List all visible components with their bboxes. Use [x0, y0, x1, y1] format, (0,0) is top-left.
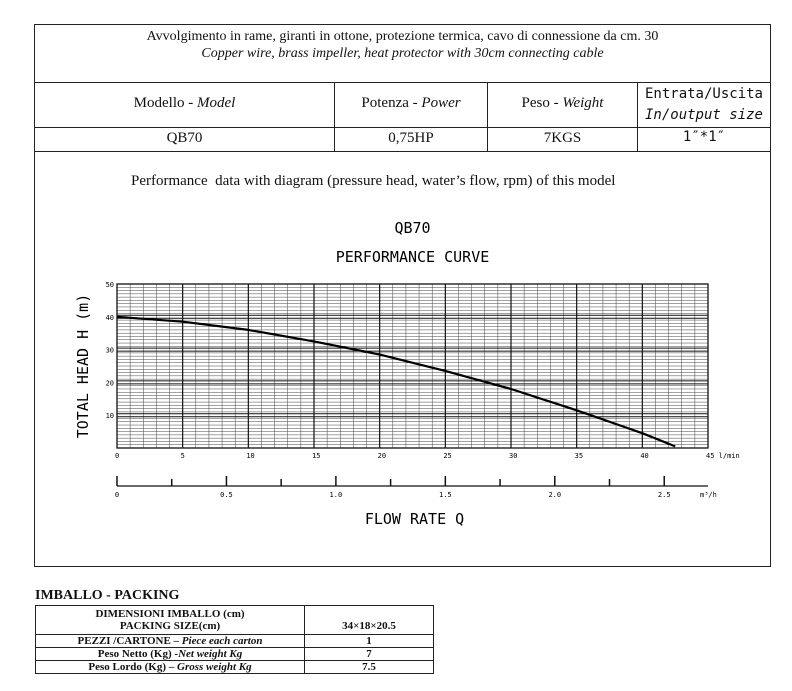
frame-top — [34, 24, 771, 25]
secondary-tick-label: 0 — [115, 491, 119, 499]
chart-title: QB70 — [394, 219, 430, 237]
x-tick-label: 0 — [115, 452, 119, 460]
description-italian: Avvolgimento in rame, giranti in ottone,… — [146, 29, 659, 44]
x-tick-label: 25 — [443, 452, 451, 460]
packing-dim-value: 34×18×20.5 — [304, 605, 434, 635]
packing-gross-label: Peso Lordo (Kg) – Gross weight Kg — [35, 660, 305, 674]
spec-table-bottom — [34, 151, 771, 152]
secondary-axis-unit: m³/h — [700, 491, 717, 499]
size-value: 1″*1″ — [682, 129, 726, 145]
packing-net-value: 7 — [304, 647, 434, 661]
y-tick-label: 40 — [106, 314, 114, 322]
power-value: 0,75HP — [388, 130, 434, 146]
frame-left — [34, 24, 35, 567]
packing-pieces-label: PEZZI /CARTONE – Piece each carton — [35, 634, 305, 648]
spec-col-divider-1 — [334, 82, 335, 152]
x-axis-label: FLOW RATE Q — [365, 510, 464, 528]
packing-pieces-value: 1 — [304, 634, 434, 648]
x-tick-label: 20 — [378, 452, 386, 460]
plot-frame — [116, 283, 709, 449]
x-tick-label: 30 — [509, 452, 517, 460]
model-value: QB70 — [166, 130, 203, 146]
packing-row-pieces: PEZZI /CARTONE – Piece each carton 1 — [35, 634, 434, 648]
frame-right — [770, 24, 771, 567]
spec-table-mid — [34, 127, 771, 128]
y-tick-label: 30 — [106, 347, 114, 355]
x-tick-label: 15 — [312, 452, 320, 460]
packing-title: IMBALLO - PACKING — [35, 588, 180, 603]
secondary-tick-label: 2.5 — [658, 491, 671, 499]
packing-row-gross: Peso Lordo (Kg) – Gross weight Kg 7.5 — [35, 660, 434, 674]
x-tick-label: 5 — [181, 452, 185, 460]
packing-net-label: Peso Netto (Kg) -Net weight Kg — [35, 647, 305, 661]
spec-col-divider-2 — [487, 82, 488, 152]
power-header: Potenza - Power — [361, 95, 461, 111]
spec-table-top — [34, 82, 771, 83]
frame-bottom — [34, 566, 771, 567]
weight-value: 7KGS — [543, 130, 582, 146]
secondary-tick-label: 2.0 — [548, 491, 561, 499]
y-tick-label: 50 — [106, 281, 114, 289]
packing-row-dimensions: DIMENSIONI IMBALLO (cm) PACKING SIZE(cm) … — [35, 605, 434, 635]
secondary-tick-label: 1.0 — [330, 491, 343, 499]
secondary-tick-label: 0.5 — [220, 491, 233, 499]
x-tick-label: 40 — [640, 452, 648, 460]
chart-subtitle: PERFORMANCE CURVE — [336, 248, 490, 266]
y-tick-label: 20 — [106, 379, 114, 387]
spec-col-divider-3 — [637, 82, 638, 152]
performance-curve — [116, 315, 676, 448]
size-header-en: In/output size — [644, 107, 763, 123]
y-tick-label: 10 — [106, 412, 114, 420]
packing-table: DIMENSIONI IMBALLO (cm) PACKING SIZE(cm) … — [35, 605, 434, 674]
x-tick-label: 45 l/min — [706, 452, 740, 460]
packing-gross-value: 7.5 — [304, 660, 434, 674]
x-tick-label: 10 — [246, 452, 254, 460]
packing-row-net: Peso Netto (Kg) -Net weight Kg 7 — [35, 647, 434, 661]
performance-caption: Performance data with diagram (pressure … — [131, 173, 616, 189]
size-header-it: Entrata/Uscita — [644, 86, 763, 102]
model-header: Modello - Model — [133, 95, 236, 111]
description-english: Copper wire, brass impeller, heat protec… — [201, 46, 604, 61]
secondary-tick-label: 1.5 — [439, 491, 452, 499]
x-tick-label: 35 — [575, 452, 583, 460]
y-axis-label: TOTAL HEAD H (m) — [74, 294, 92, 439]
weight-header: Peso - Weight — [521, 95, 604, 111]
packing-dim-label: DIMENSIONI IMBALLO (cm) PACKING SIZE(cm) — [35, 605, 305, 635]
